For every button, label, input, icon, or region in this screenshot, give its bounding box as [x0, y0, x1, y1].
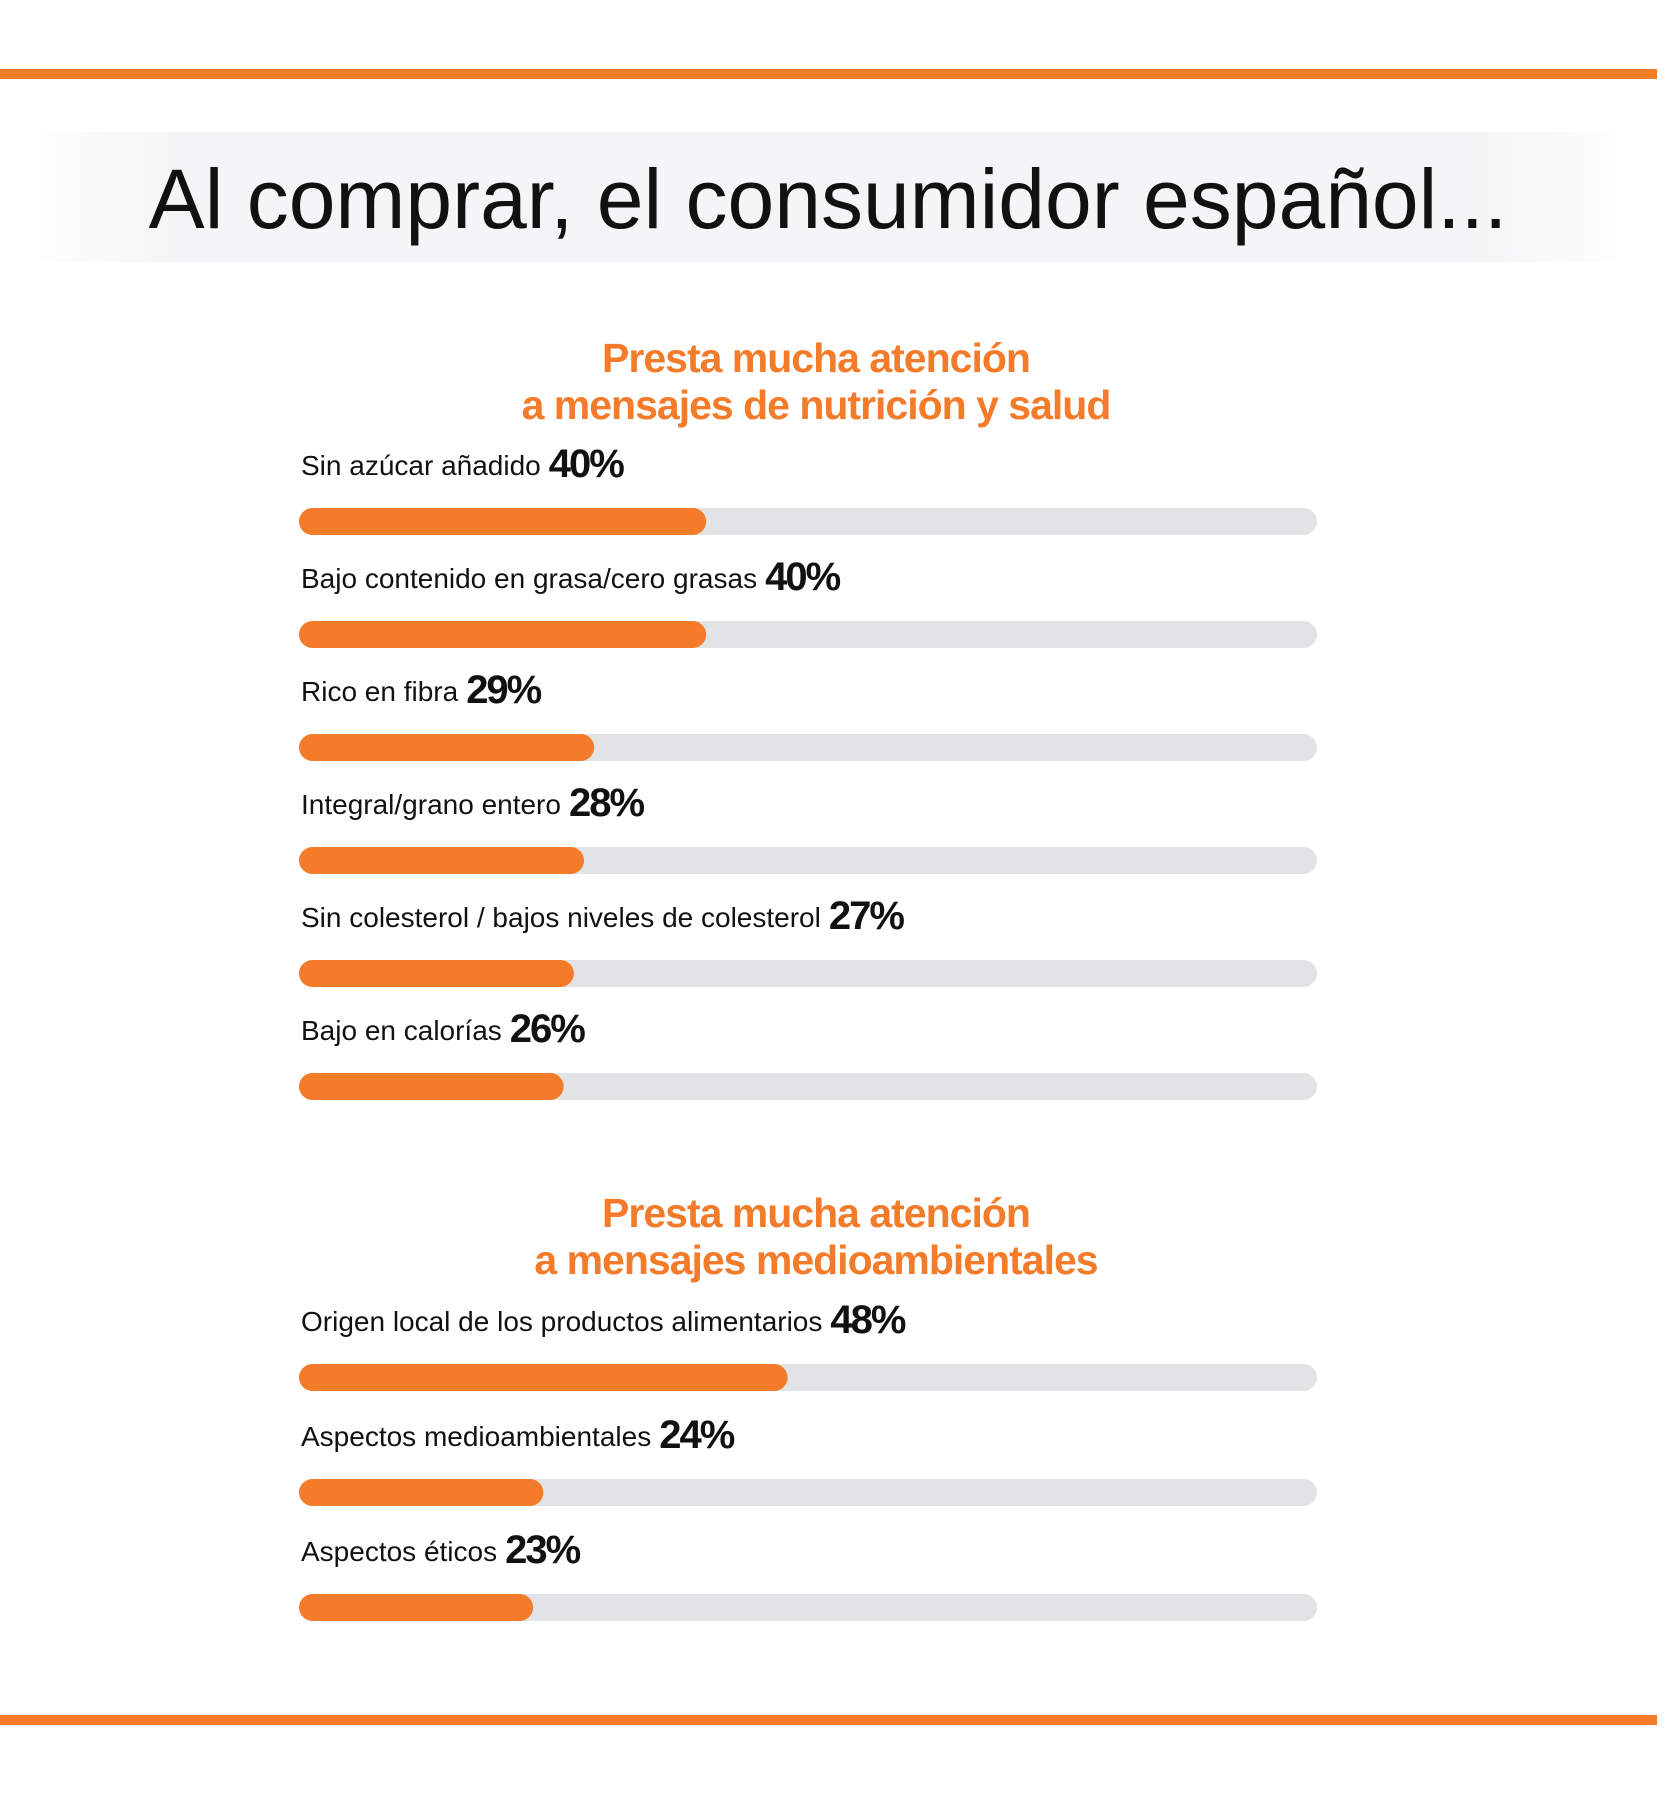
value-label: 29%: [466, 668, 541, 712]
value-label: 26%: [510, 1007, 585, 1051]
category-label: Sin azúcar añadido: [301, 450, 541, 481]
page-title: Al comprar, el consumidor español...: [149, 152, 1508, 246]
bar-track: [299, 1594, 1317, 1621]
bar-track: [299, 1479, 1317, 1506]
chart-title: a mensajes medioambientales: [534, 1237, 1097, 1283]
bar: [299, 734, 595, 761]
category-label: Bajo en calorías: [301, 1015, 502, 1046]
category-label: Sin colesterol / bajos niveles de colest…: [301, 902, 821, 933]
category-label: Aspectos medioambientales: [301, 1421, 651, 1452]
bar: [299, 847, 585, 874]
title-band: [15, 132, 1642, 262]
bar: [299, 1073, 564, 1100]
chart-title: Presta mucha atención: [602, 1190, 1030, 1236]
chart-title: a mensajes de nutrición y salud: [522, 382, 1111, 428]
category-label: Rico en fibra: [301, 676, 459, 707]
value-label: 27%: [829, 894, 904, 938]
chart-title: Presta mucha atención: [602, 335, 1030, 381]
value-label: 48%: [830, 1298, 905, 1342]
category-label: Bajo contenido en grasa/cero grasas: [301, 563, 757, 594]
bar: [299, 960, 574, 987]
category-label: Integral/grano entero: [301, 789, 561, 820]
top-rule: [0, 69, 1657, 79]
bar: [299, 621, 707, 648]
category-label: Aspectos éticos: [301, 1536, 497, 1567]
bar: [299, 508, 707, 535]
value-label: 40%: [765, 555, 840, 599]
value-label: 23%: [505, 1528, 580, 1572]
bar: [299, 1594, 534, 1621]
value-label: 24%: [659, 1413, 734, 1457]
category-label: Origen local de los productos alimentari…: [301, 1306, 822, 1337]
bar: [299, 1479, 544, 1506]
value-label: 40%: [549, 442, 624, 486]
value-label: 28%: [569, 781, 644, 825]
bottom-rule: [0, 1715, 1657, 1725]
bar: [299, 1364, 788, 1391]
